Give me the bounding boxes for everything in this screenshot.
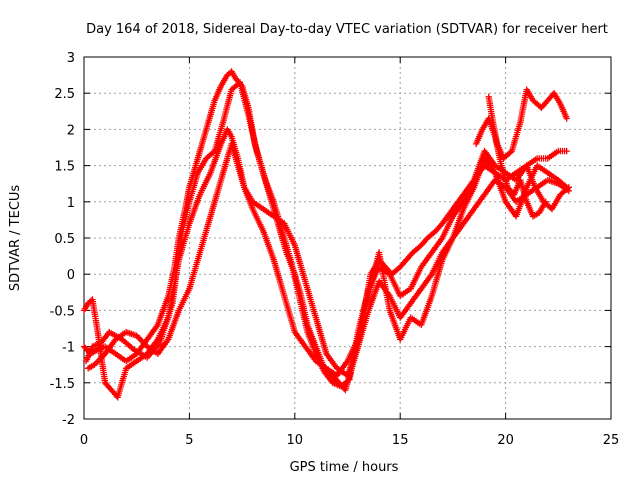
series-track-b (85, 140, 572, 379)
x-axis-label: GPS time / hours (290, 460, 399, 475)
y-tick-label: 1 (67, 196, 75, 211)
y-axis-label: SDTVAR / TECUs (8, 185, 23, 292)
x-tick-label: 0 (80, 433, 88, 448)
x-tick-label: 20 (497, 433, 514, 448)
data-points (80, 68, 572, 401)
series-track-c (80, 126, 570, 401)
y-tick-label: 3 (67, 51, 75, 66)
y-tick-label: 0 (67, 268, 75, 283)
y-tick-label: -2 (62, 413, 75, 428)
x-tick-label: 5 (185, 433, 193, 448)
grid (84, 57, 611, 419)
y-tick-label: 0.5 (54, 232, 75, 247)
y-tick-label: 2.5 (54, 87, 75, 102)
x-tick-label: 25 (603, 433, 620, 448)
x-tick-label: 15 (392, 433, 409, 448)
y-tick-label: 2 (67, 123, 75, 138)
series-track-f (472, 115, 549, 220)
y-tick-label: -1 (62, 341, 75, 356)
y-axis-ticks: -2 -1.5 -1 -0.5 0 0.5 1 1.5 2 2.5 3 (50, 51, 611, 428)
x-axis-ticks: 0 5 10 15 20 25 (80, 57, 619, 448)
y-tick-label: -0.5 (50, 304, 75, 319)
y-tick-label: 1.5 (54, 160, 75, 175)
chart-title: Day 164 of 2018, Sidereal Day-to-day VTE… (86, 22, 608, 37)
series-track-d (82, 79, 572, 390)
y-tick-label: -1.5 (50, 377, 75, 392)
x-tick-label: 10 (287, 433, 304, 448)
